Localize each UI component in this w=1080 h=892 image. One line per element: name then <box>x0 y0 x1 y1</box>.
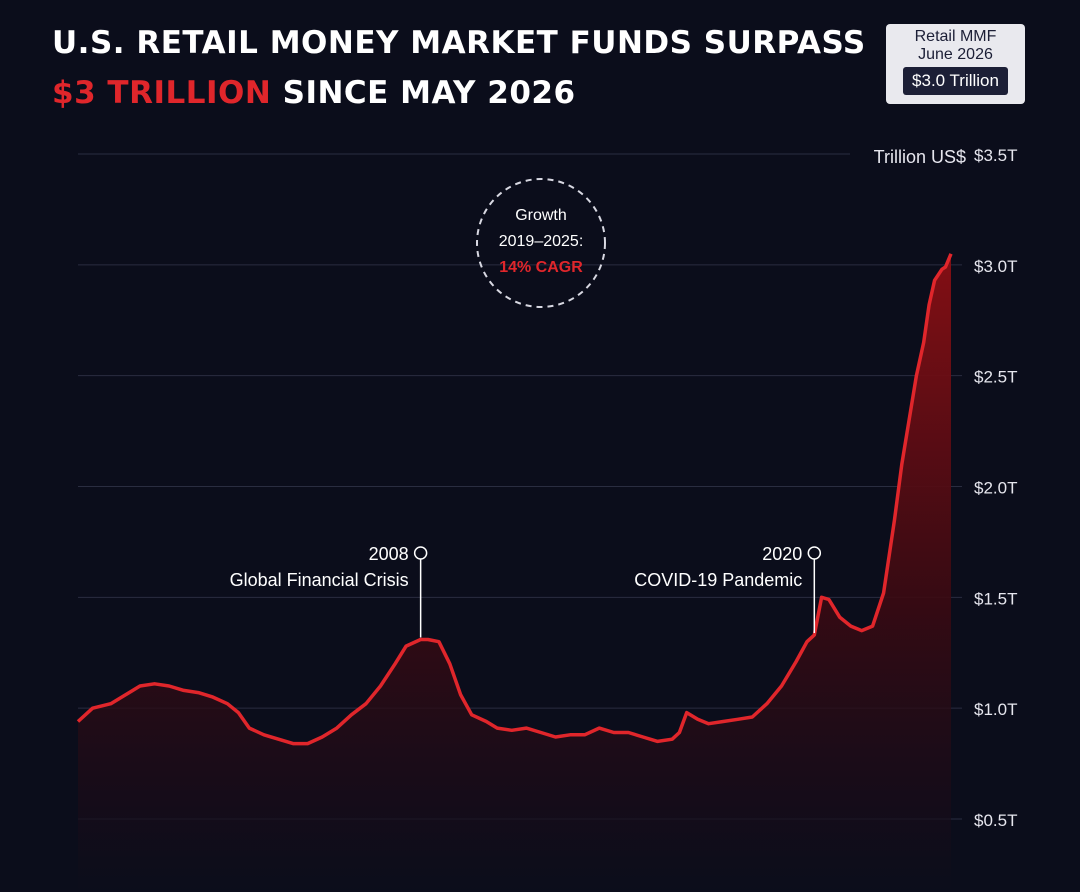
series-line <box>76 253 953 746</box>
y-axis-ticks: $0.5T $1.0T $1.5T $2.0T $2.5T $3.0T $3.5T <box>974 146 1017 830</box>
annotation: 2008 Global Financial Crisis <box>230 544 428 638</box>
annotation-year: 2008 <box>369 544 409 564</box>
annotation-text: COVID-19 Pandemic <box>634 570 802 590</box>
y-tick-label: $2.5T <box>974 368 1017 387</box>
annotation-marker <box>413 546 428 560</box>
callout-line-3: 14% CAGR <box>499 259 583 276</box>
annotation-year: 2020 <box>762 544 802 564</box>
title-line-2: $3 TRILLION SINCE MAY 2026 <box>52 68 866 118</box>
y-tick-label: $3.0T <box>974 257 1017 276</box>
badge-line-1: Retail MMF <box>914 28 997 45</box>
annotation-marker <box>807 546 822 560</box>
title-highlight: $3 TRILLION <box>52 75 272 111</box>
y-tick-label: $1.0T <box>974 700 1017 719</box>
chart-title: U.S. RETAIL MONEY MARKET FUNDS SURPASS $… <box>52 18 866 118</box>
growth-callout: Growth 2019–2025: 14% CAGR <box>476 178 606 308</box>
title-rest: SINCE MAY 2026 <box>271 75 576 111</box>
annotation: 2020 COVID-19 Pandemic <box>634 544 822 634</box>
y-tick-label: $2.0T <box>974 479 1017 498</box>
annotation-text: Global Financial Crisis <box>230 570 409 590</box>
title-line-1: U.S. RETAIL MONEY MARKET FUNDS SURPASS <box>52 25 866 61</box>
badge-value: $3.0 Trillion <box>903 67 1008 95</box>
series-area <box>78 253 951 892</box>
annotations: 2008 Global Financial Crisis 2020 COVID-19 … <box>230 544 822 638</box>
callout-line-1: Growth <box>515 207 567 224</box>
callout-circle <box>476 178 606 308</box>
badge-line-2: June 2026 <box>918 46 993 63</box>
retail-mmf-badge: Retail MMF June 2026 $3.0 Trillion <box>886 24 1025 104</box>
y-tick-label: $0.5T <box>974 811 1017 830</box>
callout-line-2: 2019–2025: <box>499 233 584 250</box>
y-tick-label: $3.5T <box>974 146 1017 165</box>
y-tick-label: $1.5T <box>974 589 1017 608</box>
y-axis-unit-label: Trillion US$ <box>874 147 966 167</box>
